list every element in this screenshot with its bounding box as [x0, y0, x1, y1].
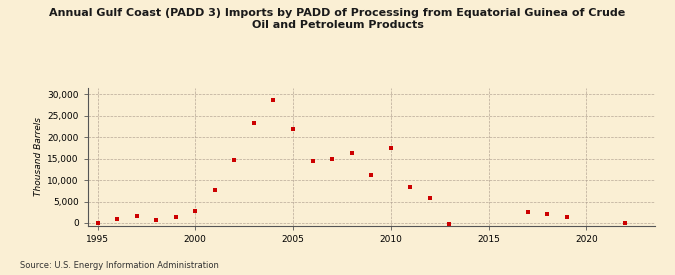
Point — [151, 217, 161, 222]
Point — [229, 157, 240, 162]
Point — [111, 217, 122, 221]
Point — [268, 98, 279, 103]
Point — [248, 120, 259, 125]
Point — [444, 222, 455, 226]
Point — [366, 172, 377, 177]
Point — [307, 159, 318, 163]
Point — [92, 221, 103, 226]
Point — [385, 146, 396, 150]
Point — [288, 126, 298, 131]
Point — [620, 221, 631, 226]
Point — [522, 210, 533, 214]
Point — [209, 187, 220, 192]
Point — [346, 151, 357, 155]
Point — [131, 214, 142, 218]
Point — [170, 215, 181, 219]
Y-axis label: Thousand Barrels: Thousand Barrels — [34, 117, 43, 196]
Text: Source: U.S. Energy Information Administration: Source: U.S. Energy Information Administ… — [20, 260, 219, 270]
Point — [190, 209, 200, 214]
Point — [327, 156, 338, 161]
Point — [405, 185, 416, 189]
Point — [562, 215, 572, 219]
Text: Annual Gulf Coast (PADD 3) Imports by PADD of Processing from Equatorial Guinea : Annual Gulf Coast (PADD 3) Imports by PA… — [49, 8, 626, 30]
Point — [542, 212, 553, 217]
Point — [425, 196, 435, 200]
